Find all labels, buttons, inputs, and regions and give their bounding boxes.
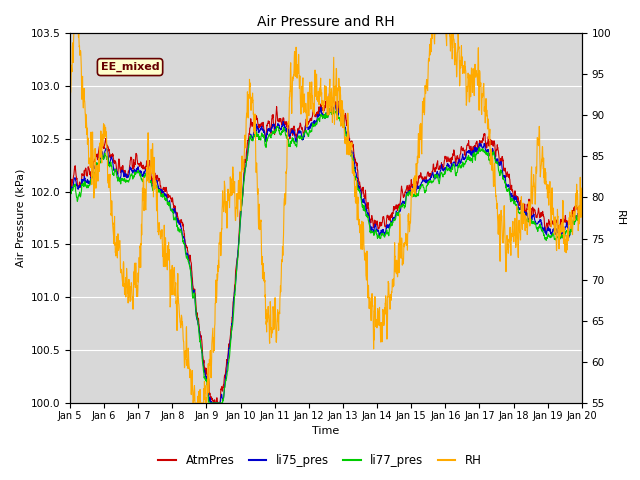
X-axis label: Time: Time — [312, 426, 340, 436]
Title: Air Pressure and RH: Air Pressure and RH — [257, 15, 395, 29]
Y-axis label: Air Pressure (kPa): Air Pressure (kPa) — [15, 169, 25, 267]
Text: EE_mixed: EE_mixed — [100, 62, 159, 72]
Y-axis label: RH: RH — [615, 210, 625, 226]
Legend: AtmPres, li75_pres, li77_pres, RH: AtmPres, li75_pres, li77_pres, RH — [154, 449, 486, 472]
